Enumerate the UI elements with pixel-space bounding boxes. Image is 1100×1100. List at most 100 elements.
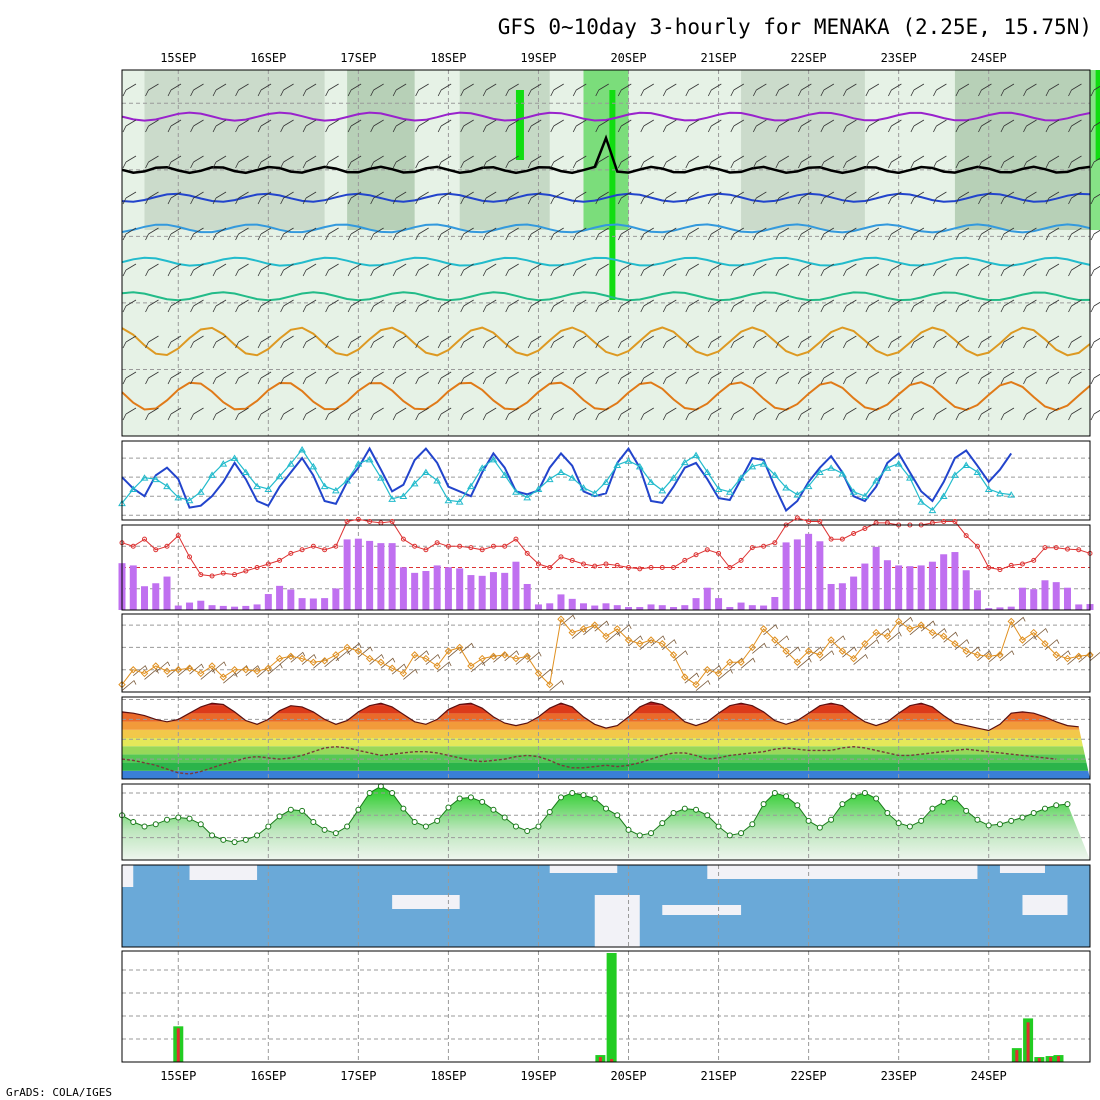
thickness-line xyxy=(121,448,1012,511)
wind-barb xyxy=(910,407,925,421)
wind-barb xyxy=(235,83,249,97)
wind-barb xyxy=(843,155,857,169)
wind-barb xyxy=(662,407,677,421)
wind-speed-marker xyxy=(568,628,576,637)
wind-speed-marker xyxy=(455,643,464,652)
wind-speed-marker xyxy=(726,658,734,666)
wind-barb xyxy=(1023,83,1037,97)
wind-barb xyxy=(527,227,542,241)
cape-bar xyxy=(647,604,655,610)
wind-barb xyxy=(392,335,407,349)
cape-bar xyxy=(478,575,486,610)
wind-barb xyxy=(572,335,587,349)
wind-barb xyxy=(190,191,204,205)
wind-barb xyxy=(257,371,272,385)
wind-barb xyxy=(257,227,272,241)
wind-barb xyxy=(888,227,902,241)
date-tick-label: 23SEP xyxy=(881,51,917,65)
cape-bar xyxy=(591,605,599,610)
wind-barb xyxy=(235,371,249,385)
cape-bar xyxy=(748,605,756,610)
wind-speed-marker xyxy=(489,652,498,661)
wind-barb xyxy=(122,83,137,97)
wind-barb xyxy=(1068,155,1082,169)
wind-barb xyxy=(527,299,542,313)
wind-barb xyxy=(617,335,632,349)
thickness-marker xyxy=(174,493,183,501)
wind-barb xyxy=(190,299,204,313)
rh-area xyxy=(122,786,1090,860)
wind-barb xyxy=(460,263,474,277)
thickness-marker xyxy=(151,475,160,483)
rh-marker xyxy=(220,836,227,843)
lifted-index-marker xyxy=(423,547,429,553)
lifted-index-marker xyxy=(637,566,643,572)
wind-barb xyxy=(145,119,159,133)
wind-speed-marker xyxy=(647,636,655,644)
wind-barb xyxy=(167,263,182,277)
wind-barb xyxy=(415,371,429,385)
wind-speed-marker xyxy=(140,669,149,678)
wind-speed-marker xyxy=(624,636,633,644)
wind-barb xyxy=(550,227,564,241)
precip-total-bar xyxy=(606,952,617,1062)
wind-barb xyxy=(650,635,666,647)
thickness-marker xyxy=(523,493,532,501)
chart-title: GFS 0~10day 3-hourly for MENAKA (2.25E, … xyxy=(498,15,1092,39)
wind-barb xyxy=(933,371,947,385)
wind-barb xyxy=(325,263,339,277)
wind-barb xyxy=(235,155,249,169)
wind-barb xyxy=(888,371,902,385)
lifted-index-marker xyxy=(1053,545,1059,551)
wind-barb xyxy=(955,227,970,241)
temp-line xyxy=(121,701,1079,732)
wind-barb xyxy=(280,119,294,133)
thickness-marker xyxy=(725,488,734,495)
wind-barb xyxy=(572,119,587,133)
rh-spike xyxy=(515,90,524,160)
rh-marker xyxy=(648,830,655,837)
wind-barb xyxy=(145,407,159,421)
wind-barb xyxy=(437,263,452,277)
rh-marker xyxy=(884,810,891,817)
wind-barb xyxy=(505,119,519,133)
cape-bar xyxy=(399,567,407,610)
precip-convective-bar xyxy=(610,1059,614,1062)
wind-barb xyxy=(212,335,227,349)
thickness-marker xyxy=(140,474,149,481)
wind-barb xyxy=(1068,191,1082,205)
thickness-marker xyxy=(286,460,295,467)
thickness-marker xyxy=(410,479,419,487)
wind-speed-marker xyxy=(1007,617,1015,626)
cape-bar xyxy=(523,583,531,610)
precip-convective-bar xyxy=(176,1028,180,1062)
wind-barb xyxy=(392,263,407,277)
wind-barb xyxy=(1000,155,1015,169)
wind-speed-marker xyxy=(714,669,723,678)
thickness-marker xyxy=(264,485,273,492)
wind-barb xyxy=(1068,227,1082,241)
lifted-index-marker xyxy=(277,557,283,563)
lifted-index-marker xyxy=(659,565,665,570)
wind-speed-marker xyxy=(804,647,813,655)
wind-barb xyxy=(1044,639,1060,651)
lifted-index-marker xyxy=(580,561,586,567)
lifted-index-marker xyxy=(389,518,395,524)
wind-barb xyxy=(1068,119,1082,133)
thickness-marker xyxy=(275,472,284,480)
wind-speed-marker xyxy=(230,666,239,674)
lifted-index-marker xyxy=(727,565,733,570)
thickness-marker xyxy=(467,482,475,490)
wind-barb xyxy=(504,650,520,662)
cape-bar xyxy=(444,567,452,610)
wind-barb xyxy=(864,639,880,651)
wind-barb xyxy=(212,227,227,241)
wind-speed-marker xyxy=(872,628,880,637)
rh-marker xyxy=(231,839,238,846)
wind-barb xyxy=(617,371,632,385)
lifted-index-marker xyxy=(749,545,755,551)
wind-barb xyxy=(843,191,857,205)
wind-barb xyxy=(392,119,407,133)
cape-bar xyxy=(579,603,587,610)
wind-barb xyxy=(843,335,857,349)
